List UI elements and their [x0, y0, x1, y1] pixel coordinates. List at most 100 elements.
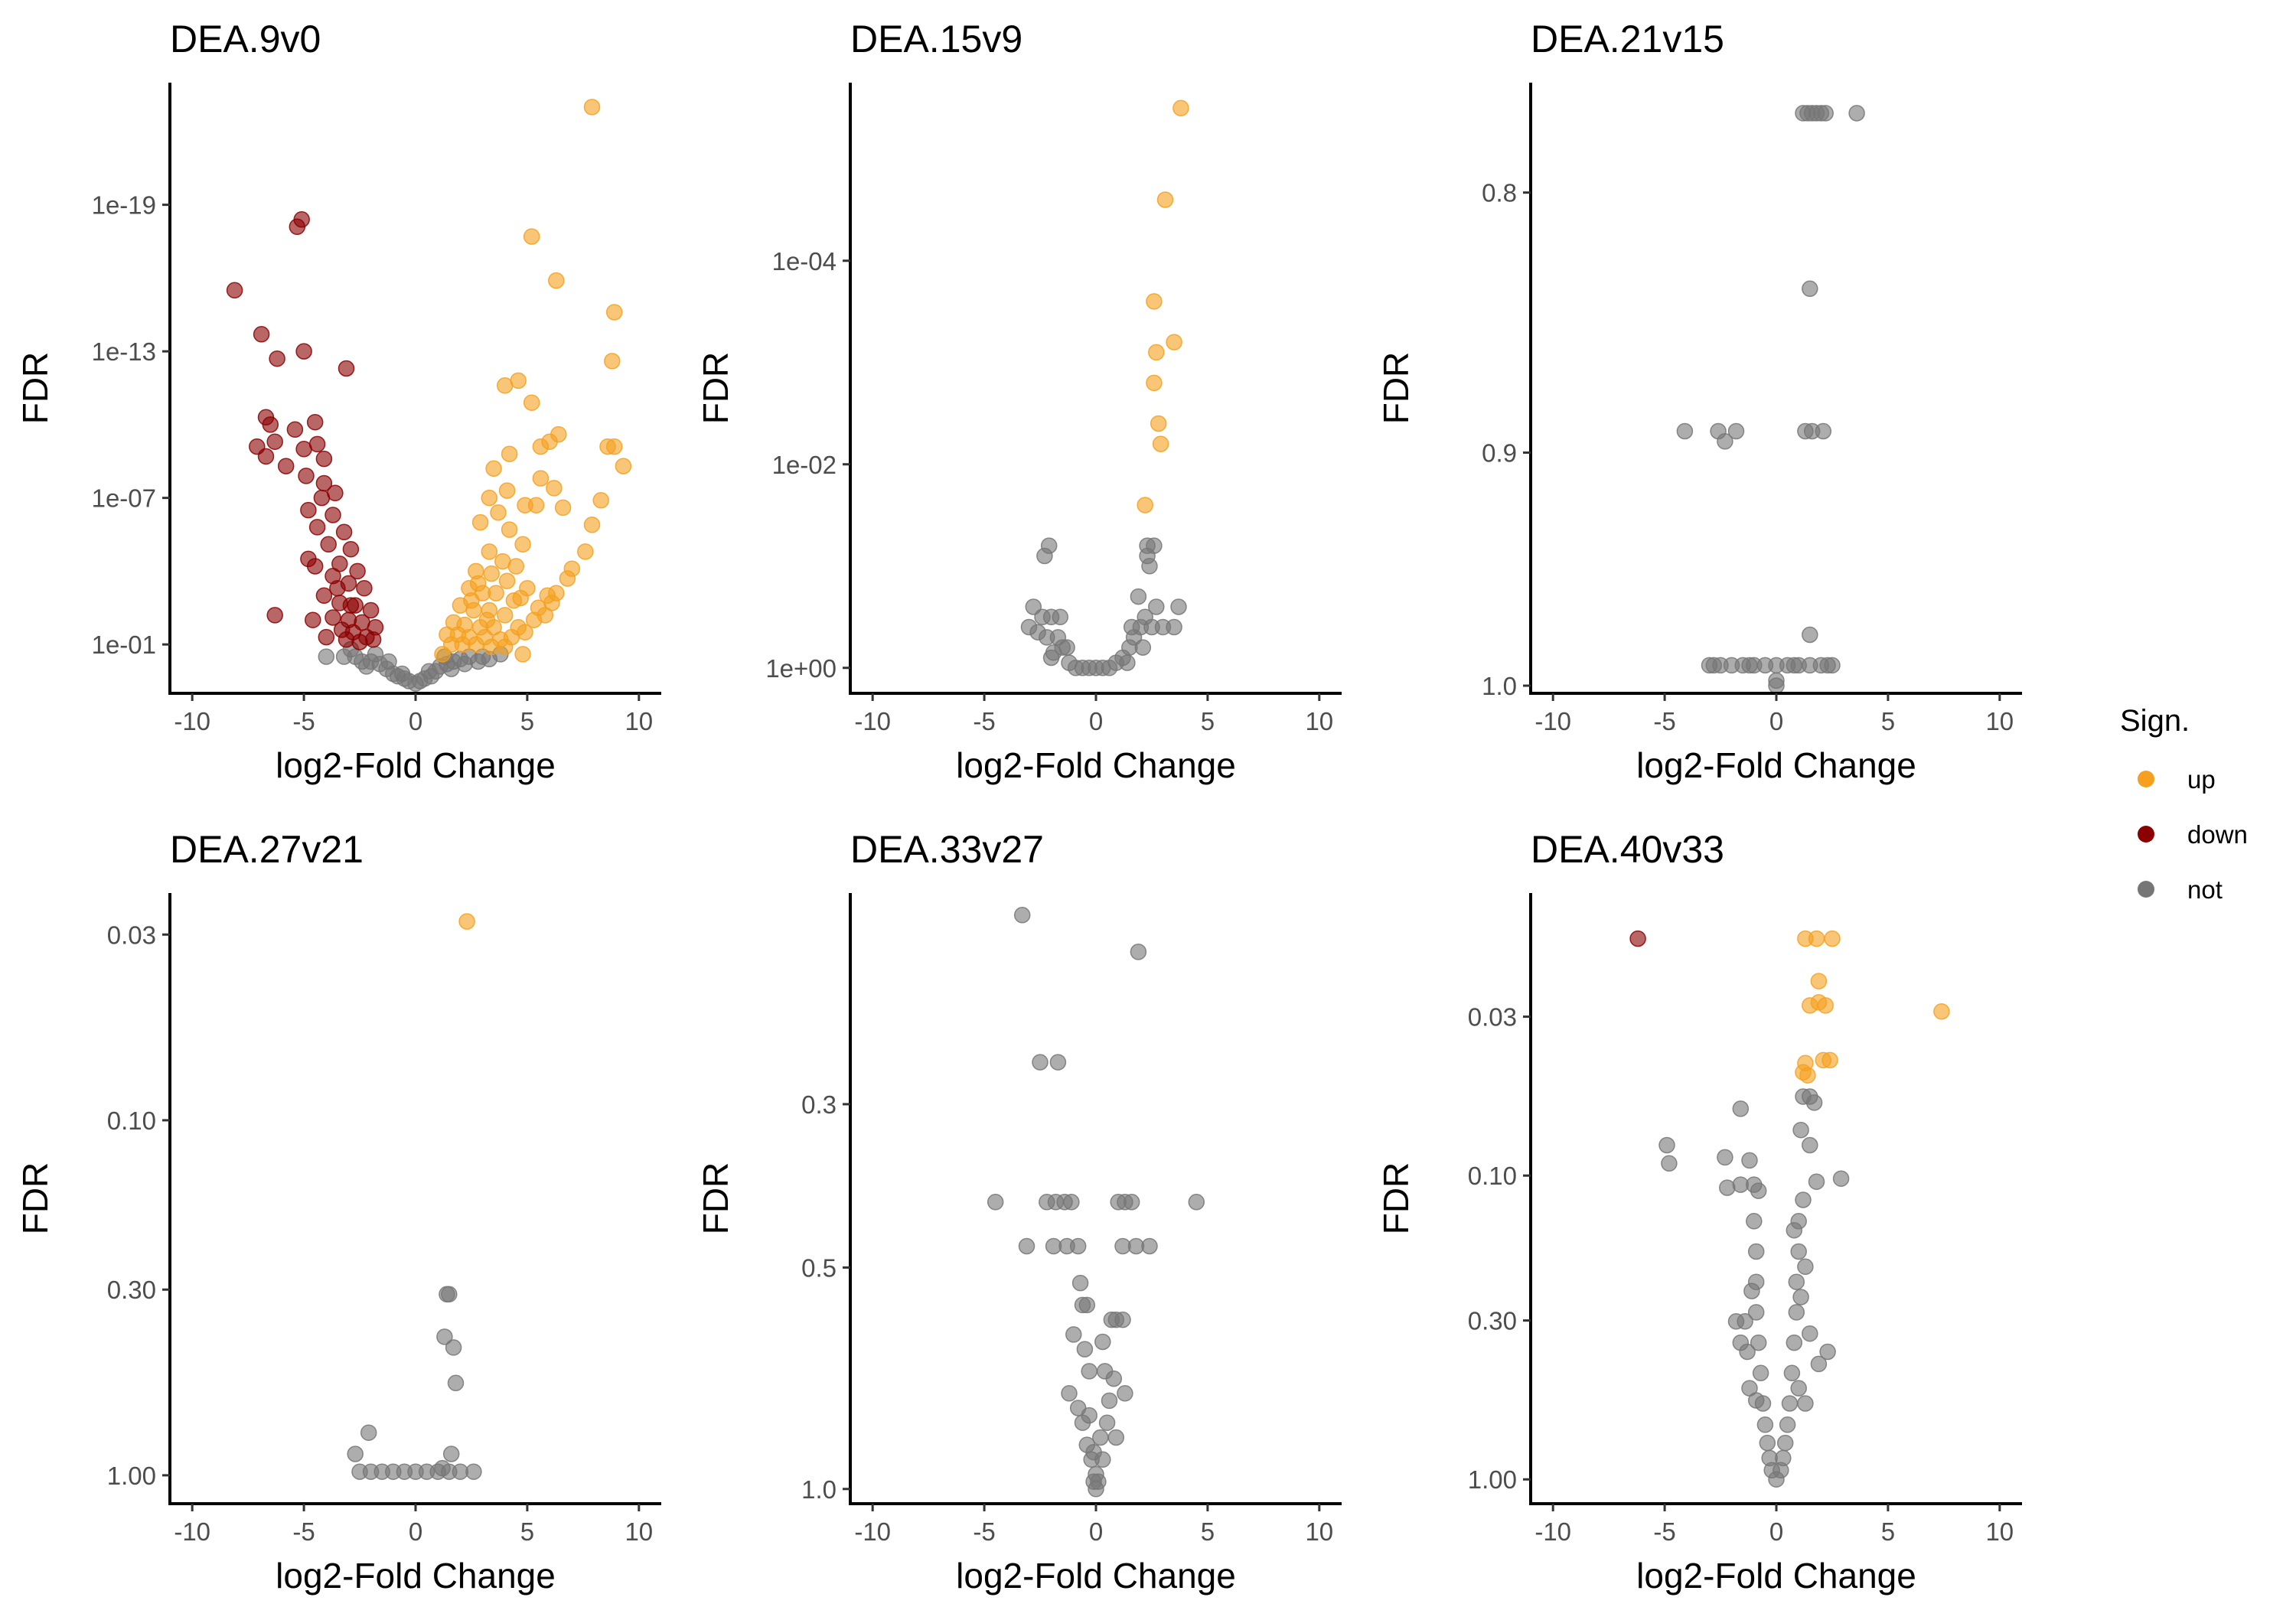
point-down: [269, 350, 285, 367]
point-not: [393, 665, 411, 683]
x-axis-label: log2-Fold Change: [1636, 745, 1916, 785]
point-not: [1848, 105, 1865, 122]
point-down: [293, 211, 310, 228]
x-tick-label: 0: [1089, 1517, 1103, 1546]
y-tick-label: 0.30: [107, 1276, 156, 1304]
x-tick-label: -10: [854, 707, 891, 735]
point-not: [1107, 1429, 1125, 1446]
panel-2: DEA.15v9 -10 -5 0 5 10 1e-04 1e-02 1e+00 log2-Fol…: [696, 18, 1342, 785]
panel-title: DEA.40v33: [1531, 828, 1724, 871]
point-not: [1797, 1258, 1814, 1276]
point-not: [380, 653, 397, 670]
point-up: [1824, 930, 1841, 947]
point-down: [349, 562, 366, 580]
x-tick-label: 10: [1305, 707, 1333, 735]
point-not: [1081, 1363, 1097, 1380]
point-not: [442, 660, 460, 677]
point-down: [318, 628, 335, 646]
x-tick-label: 5: [1201, 1517, 1215, 1546]
point-not: [1750, 1334, 1767, 1351]
x-tick-label: -10: [854, 1517, 891, 1546]
point-not: [1101, 1392, 1118, 1410]
point-not: [1036, 547, 1053, 565]
point-not: [1802, 1325, 1818, 1342]
point-down: [315, 450, 333, 468]
legend-label-down: down: [2187, 820, 2248, 849]
point-down: [351, 634, 368, 650]
x-tick-label: -10: [1534, 707, 1571, 735]
y-tick-label: 1e-04: [772, 247, 837, 275]
point-down: [308, 519, 326, 536]
point-not: [1098, 1414, 1116, 1431]
point-not: [1081, 1407, 1097, 1424]
point-not: [1085, 1443, 1102, 1461]
point-up: [496, 377, 514, 394]
point-not: [318, 648, 335, 665]
point-not: [1719, 1179, 1736, 1196]
point-up: [478, 611, 496, 628]
point-up: [468, 636, 484, 653]
point-not: [1123, 618, 1140, 636]
point-not: [1759, 1434, 1776, 1452]
y-tick-label: 1.00: [1468, 1465, 1517, 1494]
point-up: [458, 913, 475, 930]
point-not: [1071, 1274, 1089, 1292]
point-down: [266, 607, 283, 624]
point-not: [1732, 1100, 1750, 1117]
point-down: [1629, 930, 1646, 947]
point-up: [1933, 1003, 1950, 1020]
legend-item-not: not: [2138, 875, 2223, 904]
point-up: [514, 536, 531, 553]
legend-label-up: up: [2187, 765, 2216, 794]
point-not: [1146, 537, 1163, 554]
point-down: [286, 421, 304, 438]
panel-1: DEA.9v0 -10 -5 0 5 10 1e-19 1e-13 1e-07 1e-01 log2…: [15, 18, 661, 785]
point-not: [1078, 1296, 1096, 1314]
point-not: [1117, 1385, 1133, 1402]
point-not: [358, 658, 375, 675]
point-not: [1088, 1481, 1104, 1498]
point-down: [308, 435, 326, 453]
x-tick-label: 5: [1881, 707, 1895, 735]
point-up: [554, 499, 572, 517]
point-not: [360, 1424, 377, 1441]
x-tick-label: -5: [1653, 707, 1675, 735]
point-not: [1141, 558, 1158, 575]
point-not: [1061, 1385, 1078, 1402]
legend-label-not: not: [2187, 875, 2223, 904]
x-axis-label: log2-Fold Change: [1636, 1556, 1916, 1596]
x-tick-label: 0: [1089, 707, 1103, 735]
x-tick-label: 10: [625, 1517, 653, 1546]
point-up: [488, 585, 504, 601]
point-not: [1741, 657, 1758, 674]
point-not: [1815, 422, 1832, 440]
point-not: [1802, 280, 1818, 298]
point-up: [1137, 497, 1153, 513]
point-up: [523, 228, 540, 245]
point-down: [320, 536, 337, 553]
point-not: [1069, 1237, 1087, 1255]
y-axis-label: FDR: [1376, 1162, 1416, 1235]
point-up: [1146, 374, 1163, 392]
point-up: [481, 489, 498, 507]
y-tick-label: 0.03: [107, 921, 156, 949]
point-down: [313, 489, 331, 507]
point-not: [1661, 1155, 1678, 1172]
point-not: [1076, 1341, 1094, 1358]
legend-key-not: [2138, 881, 2154, 898]
point-not: [1130, 588, 1147, 605]
point-not: [420, 663, 438, 680]
y-tick-label: 0.10: [107, 1107, 156, 1135]
point-not: [1032, 1054, 1049, 1071]
point-up: [583, 517, 601, 533]
point-not: [1802, 626, 1818, 644]
x-tick-label: -10: [174, 707, 210, 735]
point-up: [523, 394, 540, 411]
point-down: [262, 416, 279, 433]
point-not: [1166, 618, 1182, 636]
legend: Sign. up down not: [2120, 704, 2248, 904]
point-not: [1795, 1191, 1812, 1208]
point-not: [1123, 1194, 1140, 1211]
point-up: [1817, 997, 1834, 1014]
point-up: [434, 646, 451, 663]
